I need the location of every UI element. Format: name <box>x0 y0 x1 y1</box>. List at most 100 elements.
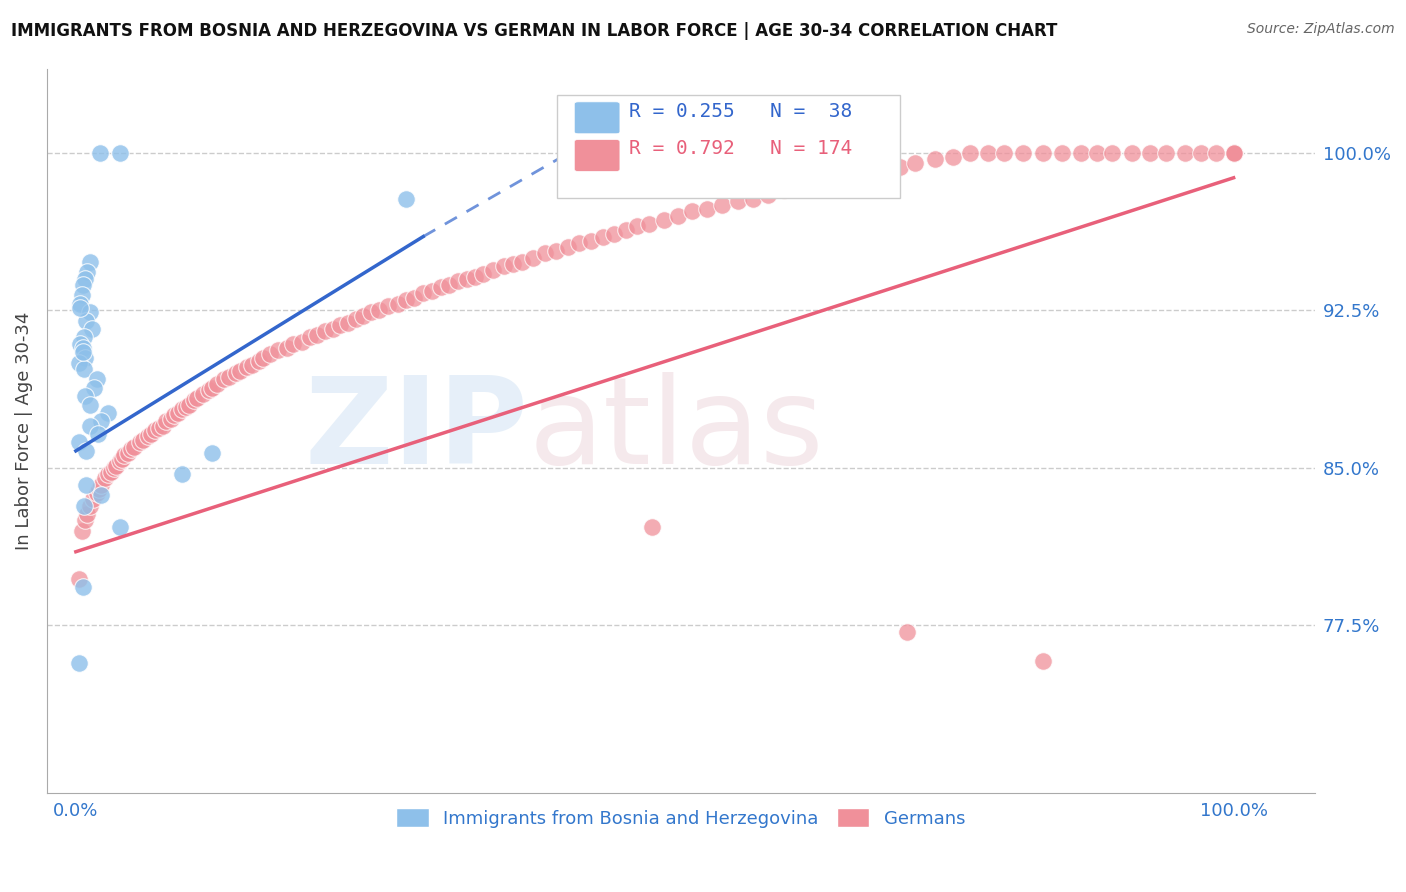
Point <box>1222 145 1244 160</box>
Point <box>1139 145 1161 160</box>
Point <box>592 229 614 244</box>
Point <box>87 427 110 442</box>
Point <box>727 194 749 208</box>
Point <box>108 454 131 468</box>
Point <box>395 293 418 307</box>
Point <box>838 170 860 185</box>
Point <box>481 263 503 277</box>
Point <box>267 343 290 357</box>
Point <box>75 477 97 491</box>
Point <box>67 656 90 670</box>
Point <box>1222 145 1244 160</box>
Text: atlas: atlas <box>529 373 824 490</box>
Point <box>959 145 981 160</box>
Point <box>904 156 927 170</box>
Point <box>72 341 94 355</box>
Point <box>557 240 579 254</box>
Point <box>464 269 486 284</box>
Point <box>94 471 117 485</box>
Point <box>1222 145 1244 160</box>
Point <box>1222 145 1244 160</box>
Point <box>533 246 555 260</box>
Point <box>993 145 1015 160</box>
Point <box>546 244 568 259</box>
Point <box>291 334 314 349</box>
Point <box>942 150 965 164</box>
Point <box>896 624 918 639</box>
Point <box>1222 145 1244 160</box>
Point <box>75 389 97 403</box>
Point <box>186 392 208 406</box>
Point <box>179 398 201 412</box>
Point <box>75 443 97 458</box>
Point <box>614 223 637 237</box>
Point <box>344 311 367 326</box>
Point <box>83 381 105 395</box>
Point <box>1070 145 1092 160</box>
Point <box>79 499 101 513</box>
Point <box>82 492 104 507</box>
Point <box>163 408 186 422</box>
Point <box>1222 145 1244 160</box>
Point <box>666 209 689 223</box>
Point <box>1222 145 1244 160</box>
Point <box>201 381 224 395</box>
Text: Source: ZipAtlas.com: Source: ZipAtlas.com <box>1247 22 1395 37</box>
Point <box>1222 145 1244 160</box>
Point <box>236 359 259 374</box>
Point <box>447 274 470 288</box>
Point <box>201 446 224 460</box>
Point <box>79 255 101 269</box>
Point <box>1222 145 1244 160</box>
Point <box>1205 145 1227 160</box>
Point <box>1222 145 1244 160</box>
Point <box>1222 145 1244 160</box>
Point <box>1222 145 1244 160</box>
Point <box>117 446 139 460</box>
Point <box>641 519 664 533</box>
Point <box>87 482 110 496</box>
Point <box>1222 145 1244 160</box>
Point <box>259 347 281 361</box>
Point <box>76 507 98 521</box>
Point <box>1222 145 1244 160</box>
Point <box>205 376 228 391</box>
Point <box>742 192 765 206</box>
Point <box>977 145 1000 160</box>
Point <box>412 286 434 301</box>
Point <box>1222 145 1244 160</box>
Point <box>924 152 946 166</box>
Point <box>773 183 796 197</box>
Point <box>172 401 194 416</box>
Point <box>70 524 93 538</box>
Point <box>1222 145 1244 160</box>
Point <box>79 305 101 319</box>
Point <box>75 271 97 285</box>
Point <box>276 341 298 355</box>
Point <box>240 358 263 372</box>
Point <box>1222 145 1244 160</box>
Point <box>97 406 120 420</box>
Point <box>193 387 215 401</box>
Point <box>502 257 524 271</box>
Point <box>1222 145 1244 160</box>
Point <box>1222 145 1244 160</box>
Point <box>86 486 108 500</box>
Point <box>710 198 733 212</box>
Point <box>229 364 252 378</box>
Point <box>103 460 125 475</box>
Point <box>652 212 675 227</box>
Point <box>122 440 145 454</box>
Point <box>73 330 96 344</box>
Point <box>638 217 661 231</box>
Point <box>429 280 451 294</box>
Point <box>114 448 136 462</box>
Point <box>80 322 103 336</box>
Point <box>72 581 94 595</box>
Point <box>108 519 131 533</box>
FancyBboxPatch shape <box>574 102 620 134</box>
Point <box>437 277 460 292</box>
Point <box>456 271 478 285</box>
Point <box>1222 145 1244 160</box>
Text: R = 0.792   N = 174: R = 0.792 N = 174 <box>628 139 852 159</box>
